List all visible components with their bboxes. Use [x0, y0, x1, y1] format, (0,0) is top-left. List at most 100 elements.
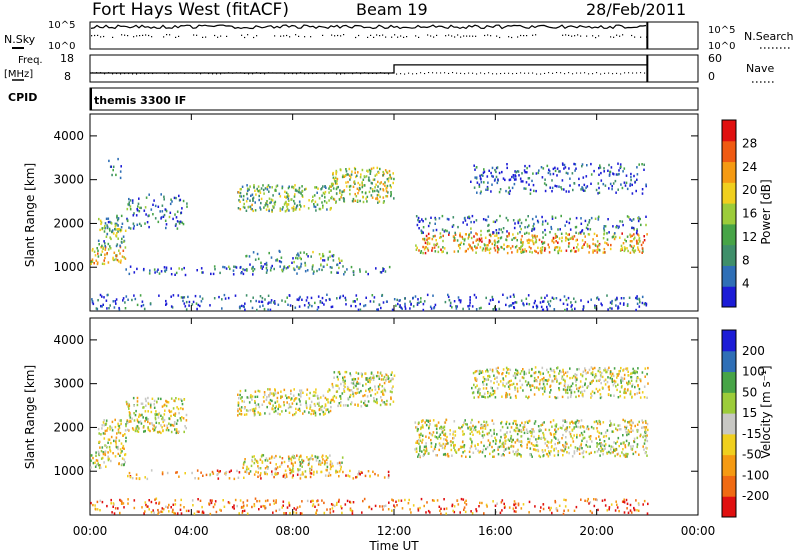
scatter-cell	[445, 418, 448, 422]
scatter-cell	[272, 194, 274, 197]
scatter-cell	[371, 294, 374, 297]
scatter-cell	[426, 238, 428, 241]
scatter-cell	[297, 468, 300, 471]
scatter-cell	[131, 427, 134, 430]
scatter-cell	[310, 500, 312, 503]
scatter-cell	[302, 412, 304, 415]
scatter-cell	[513, 182, 516, 186]
scatter-cell	[541, 423, 544, 426]
nave-point	[612, 73, 614, 75]
scatter-cell	[476, 233, 478, 236]
scatter-cell	[575, 167, 577, 170]
scatter-cell	[174, 224, 177, 227]
scatter-cell	[427, 509, 430, 513]
scatter-cell	[296, 454, 298, 457]
scatter-cell	[542, 167, 545, 170]
scatter-cell	[579, 426, 582, 429]
scatter-cell	[97, 299, 99, 302]
scatter-cell	[305, 187, 307, 191]
scatter-cell	[221, 307, 223, 310]
scatter-cell	[333, 178, 336, 181]
scatter-cell	[576, 246, 578, 249]
scatter-cell	[617, 226, 620, 230]
scatter-cell	[183, 302, 186, 305]
scatter-cell	[336, 462, 339, 465]
scatter-cell	[214, 268, 216, 271]
scatter-cell	[387, 377, 389, 381]
scatter-cell	[645, 183, 647, 186]
scatter-cell	[300, 205, 302, 208]
scatter-cell	[578, 452, 581, 455]
scatter-cell	[329, 185, 331, 188]
scatter-cell	[307, 306, 310, 309]
scatter-cell	[643, 442, 646, 445]
scatter-cell	[490, 393, 493, 397]
scatter-cell	[123, 463, 125, 466]
scatter-cell	[582, 425, 584, 428]
scatter-cell	[542, 300, 544, 303]
scatter-cell	[604, 241, 606, 244]
scatter-cell	[92, 461, 95, 465]
scatter-cell	[469, 298, 471, 302]
scatter-cell	[229, 267, 231, 271]
scatter-cell	[646, 233, 648, 236]
scatter-cell	[107, 242, 110, 246]
scatter-cell	[607, 368, 609, 371]
scatter-cell	[492, 175, 494, 178]
scatter-cell	[276, 184, 279, 187]
scatter-cell	[436, 437, 439, 440]
scatter-cell	[620, 379, 622, 382]
scatter-cell	[484, 249, 487, 252]
scatter-cell	[194, 477, 196, 480]
scatter-cell	[309, 472, 312, 475]
scatter-cell	[324, 196, 326, 199]
scatter-cell	[625, 498, 628, 502]
scatter-cell	[238, 512, 240, 515]
scatter-cell	[584, 367, 586, 370]
scatter-cell	[644, 428, 647, 432]
scatter-cell	[104, 224, 106, 228]
nsearch-point	[133, 36, 135, 38]
scatter-cell	[270, 198, 273, 201]
scatter-cell	[274, 401, 277, 404]
scatter-cell	[173, 399, 175, 402]
scatter-cell	[321, 454, 324, 457]
scatter-cell	[632, 445, 634, 448]
scatter-cell	[274, 203, 276, 206]
scatter-cell	[309, 467, 311, 471]
scatter-cell	[104, 444, 106, 447]
scatter-cell	[547, 171, 550, 175]
scatter-cell	[238, 397, 240, 400]
scatter-cell	[296, 265, 298, 268]
scatter-cell	[336, 470, 339, 474]
scatter-cell	[520, 445, 523, 448]
scatter-cell	[509, 430, 511, 434]
colorbar-tick-label: 20	[742, 183, 757, 197]
scatter-cell	[508, 380, 511, 383]
scatter-cell	[528, 371, 530, 374]
nsearch-point	[193, 34, 195, 36]
scatter-cell	[318, 408, 321, 412]
scatter-cell	[183, 398, 185, 401]
scatter-cell	[128, 404, 131, 408]
scatter-cell	[284, 300, 287, 303]
scatter-cell	[630, 372, 632, 375]
scatter-cell	[349, 184, 352, 188]
scatter-cell	[147, 420, 149, 424]
scatter-cell	[451, 454, 453, 457]
scatter-cell	[601, 303, 603, 307]
nave-point	[592, 73, 594, 75]
scatter-cell	[120, 442, 123, 445]
scatter-cell	[412, 305, 415, 308]
scatter-cell	[552, 236, 555, 240]
scatter-cell	[437, 250, 440, 254]
nsearch-point	[145, 34, 147, 36]
scatter-cell	[175, 430, 178, 433]
scatter-cell	[253, 268, 256, 271]
scatter-cell	[259, 191, 262, 194]
scatter-cell	[482, 448, 485, 452]
scatter-cell	[617, 162, 619, 165]
scatter-cell	[171, 200, 173, 203]
scatter-cell	[617, 188, 619, 191]
scatter-cell	[186, 202, 188, 205]
